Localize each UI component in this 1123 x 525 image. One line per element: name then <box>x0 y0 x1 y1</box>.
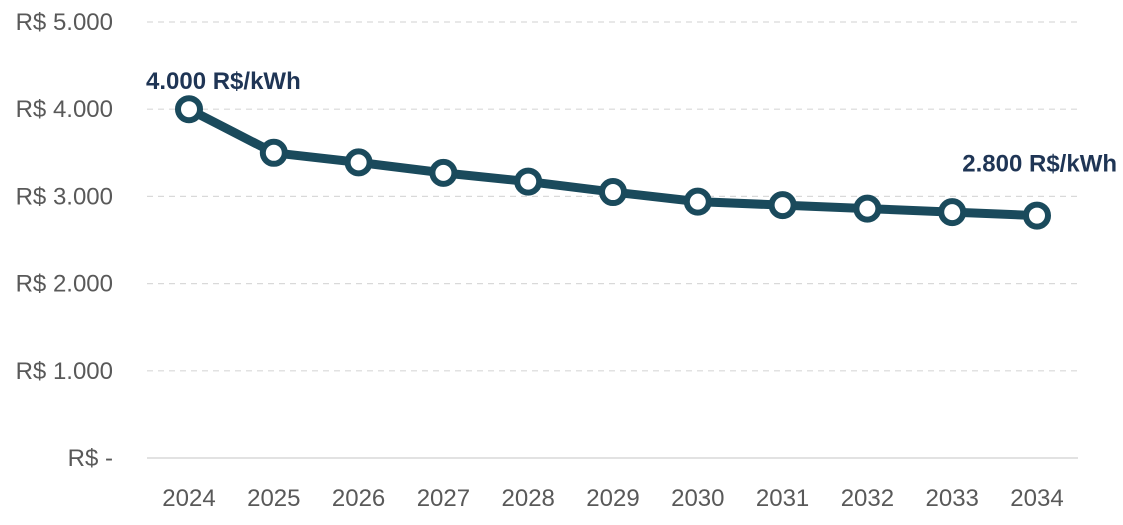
data-point <box>344 148 373 177</box>
x-tick-label: 2029 <box>586 485 639 512</box>
x-tick-label: 2034 <box>1010 485 1063 512</box>
data-label: 2.800 R$/kWh <box>962 151 1117 178</box>
x-tick-label: 2025 <box>247 485 300 512</box>
data-point <box>683 187 712 216</box>
x-tick-label: 2027 <box>417 485 470 512</box>
data-label: 4.000 R$/kWh <box>146 68 301 95</box>
data-point <box>853 194 882 223</box>
data-point <box>599 178 627 207</box>
data-point <box>1023 201 1051 230</box>
x-tick-label: 2031 <box>756 485 809 512</box>
y-tick-label: R$ 2.000 <box>16 271 113 298</box>
y-tick-label: R$ 1.000 <box>16 358 113 385</box>
data-point <box>768 191 797 220</box>
x-tick-label: 2026 <box>332 485 385 512</box>
x-tick-label: 2033 <box>926 485 979 512</box>
y-tick-label: R$ - <box>68 445 113 472</box>
y-tick-label: R$ 3.000 <box>16 183 113 210</box>
data-point <box>259 138 288 167</box>
data-point <box>514 167 543 196</box>
y-tick-label: R$ 4.000 <box>16 96 113 123</box>
data-point <box>938 198 967 227</box>
x-tick-label: 2028 <box>502 485 555 512</box>
data-point <box>429 158 458 187</box>
x-tick-label: 2030 <box>671 485 724 512</box>
data-point <box>175 95 203 124</box>
x-tick-label: 2024 <box>162 485 215 512</box>
y-tick-label: R$ 5.000 <box>16 9 113 36</box>
x-tick-label: 2032 <box>841 485 894 512</box>
